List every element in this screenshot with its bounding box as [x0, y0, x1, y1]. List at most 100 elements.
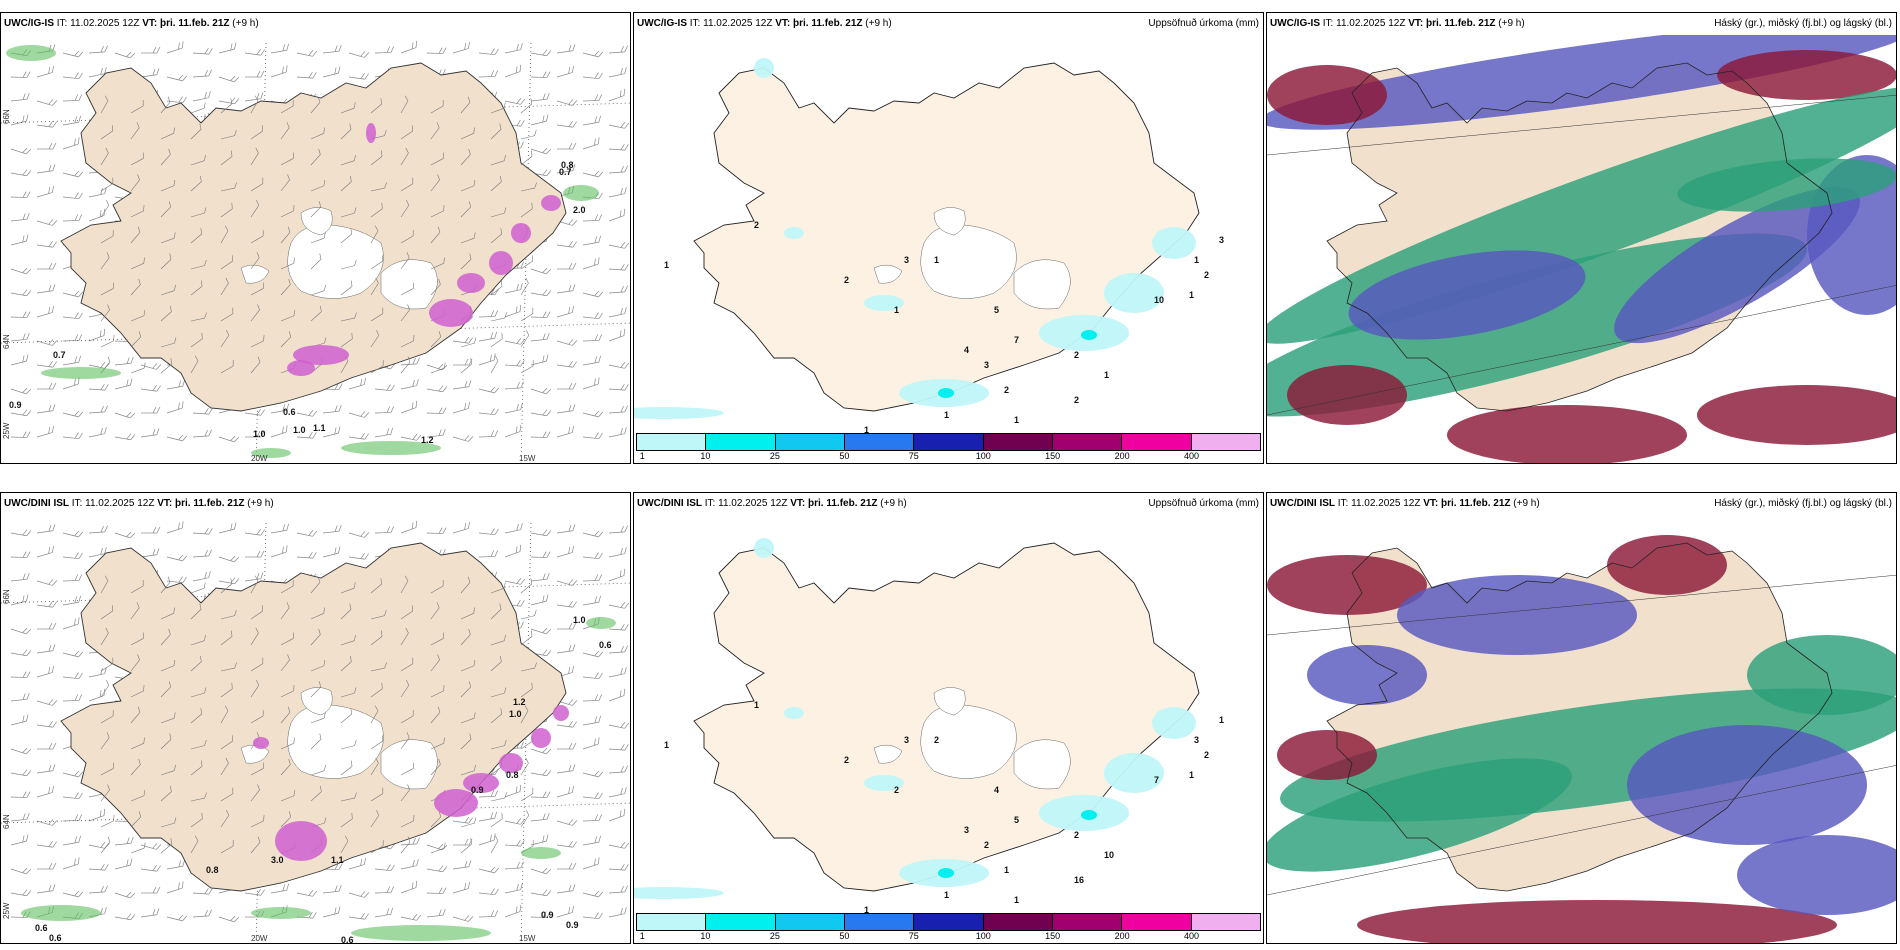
wind-barb — [340, 792, 357, 802]
wind-barb — [452, 860, 472, 870]
precip-area — [541, 195, 561, 211]
wind-barb — [88, 808, 106, 822]
wind-barb — [374, 384, 395, 392]
wind-barb — [490, 154, 506, 166]
wind-barb — [310, 607, 325, 620]
cloud-layer — [1697, 385, 1896, 445]
wind-barb — [250, 815, 265, 828]
wind-barb — [530, 114, 549, 126]
precip-area-light — [6, 45, 56, 61]
cloud-layer — [1267, 758, 1572, 872]
wind-barb — [36, 579, 58, 586]
wind-barb — [490, 355, 499, 374]
wind-barb — [220, 705, 229, 724]
cloud-layer — [1717, 50, 1896, 100]
wind-barb — [582, 214, 603, 222]
wind-barb — [114, 433, 136, 441]
wind-barb — [250, 177, 264, 192]
wind-barb — [10, 572, 30, 582]
wind-barb — [62, 814, 83, 822]
wind-barb — [556, 720, 577, 728]
wind-barb — [340, 154, 356, 166]
wind-barb — [556, 240, 577, 248]
wind-barb — [556, 785, 574, 798]
precip-value-label: 1 — [944, 890, 949, 900]
wind-barb — [250, 304, 260, 322]
wind-barb — [452, 41, 470, 54]
precip-value-label: 10 — [1154, 295, 1164, 305]
wind-barb — [296, 50, 318, 57]
precip-area-heavy — [1081, 810, 1097, 820]
wind-barb — [250, 627, 259, 646]
wind-barb — [608, 645, 628, 654]
precip-area-light — [251, 907, 311, 919]
wind-barb — [460, 96, 471, 114]
precip-value-label: 1 — [894, 305, 899, 315]
precip-area-light — [521, 847, 561, 859]
wind-barb — [504, 839, 525, 847]
wind-barb — [370, 277, 379, 296]
wind-barb — [530, 311, 551, 318]
wind-barb — [582, 410, 604, 418]
wind-barb — [192, 909, 212, 918]
wind-barb — [556, 884, 576, 894]
vt-value: þri. 11.feb. 21Z — [1426, 18, 1496, 29]
panel-header: UWC/DINI ISL IT: 11.02.2025 12Z VT: þri.… — [1267, 493, 1896, 515]
wind-barb — [62, 595, 82, 606]
wind-barb — [430, 654, 440, 672]
wind-barb — [36, 545, 54, 558]
precip-value-label: 2 — [1074, 830, 1079, 840]
precip-value-label: 1 — [1194, 255, 1199, 265]
wind-barb — [520, 630, 533, 646]
precip-value-label: 3 — [1194, 735, 1199, 745]
wind-barb — [504, 883, 523, 894]
lon-label-15w: 15W — [519, 454, 536, 463]
wind-value-label: 1.0 — [253, 429, 266, 439]
wind-barb — [88, 547, 107, 558]
wind-barb — [10, 311, 31, 318]
wind-barb — [608, 242, 630, 249]
wind-barb — [400, 282, 414, 296]
wind-barb — [460, 659, 476, 672]
wind-value-label: 0.8 — [206, 865, 219, 875]
wind-barb — [218, 915, 240, 923]
wind-barb — [400, 252, 410, 270]
precip-area — [864, 295, 904, 311]
wind-barb — [280, 257, 295, 270]
wind-barb — [114, 356, 134, 366]
wind-barb — [490, 655, 502, 672]
wind-barb — [114, 51, 136, 59]
wind-barb — [452, 881, 470, 894]
cloud-layer — [1267, 555, 1427, 615]
wind-barb — [340, 123, 352, 140]
wind-barb — [370, 202, 383, 218]
wind-barb — [460, 576, 471, 594]
vt-label: VT: — [790, 498, 806, 509]
wind-barb — [130, 278, 141, 296]
wind-barb — [400, 434, 422, 441]
wind-barb — [582, 835, 602, 846]
wind-barb — [340, 259, 357, 270]
wind-barb — [504, 403, 523, 414]
precip-area — [1152, 227, 1196, 259]
precip-value-label: 2 — [844, 755, 849, 765]
wind-barb — [280, 205, 295, 218]
it-value: 11.02.2025 12Z — [1351, 498, 1421, 509]
wind-barb — [141, 886, 161, 894]
wind-barb — [608, 285, 628, 294]
wind-barb — [244, 888, 265, 896]
wind-barb — [130, 737, 145, 750]
wind-barb — [250, 575, 259, 594]
wind-barb — [348, 51, 370, 58]
precip-value-label: 2 — [754, 220, 759, 230]
wind-barb — [10, 191, 31, 198]
wind-barb — [280, 737, 295, 750]
wind-barb — [430, 737, 445, 750]
wind-barb — [322, 44, 342, 54]
wind-barb — [166, 554, 188, 562]
colorbar-swatch — [637, 914, 707, 930]
wind-barb — [10, 692, 30, 702]
glacier — [300, 687, 333, 716]
wind-barb — [190, 332, 203, 348]
wind-barb — [520, 809, 530, 828]
